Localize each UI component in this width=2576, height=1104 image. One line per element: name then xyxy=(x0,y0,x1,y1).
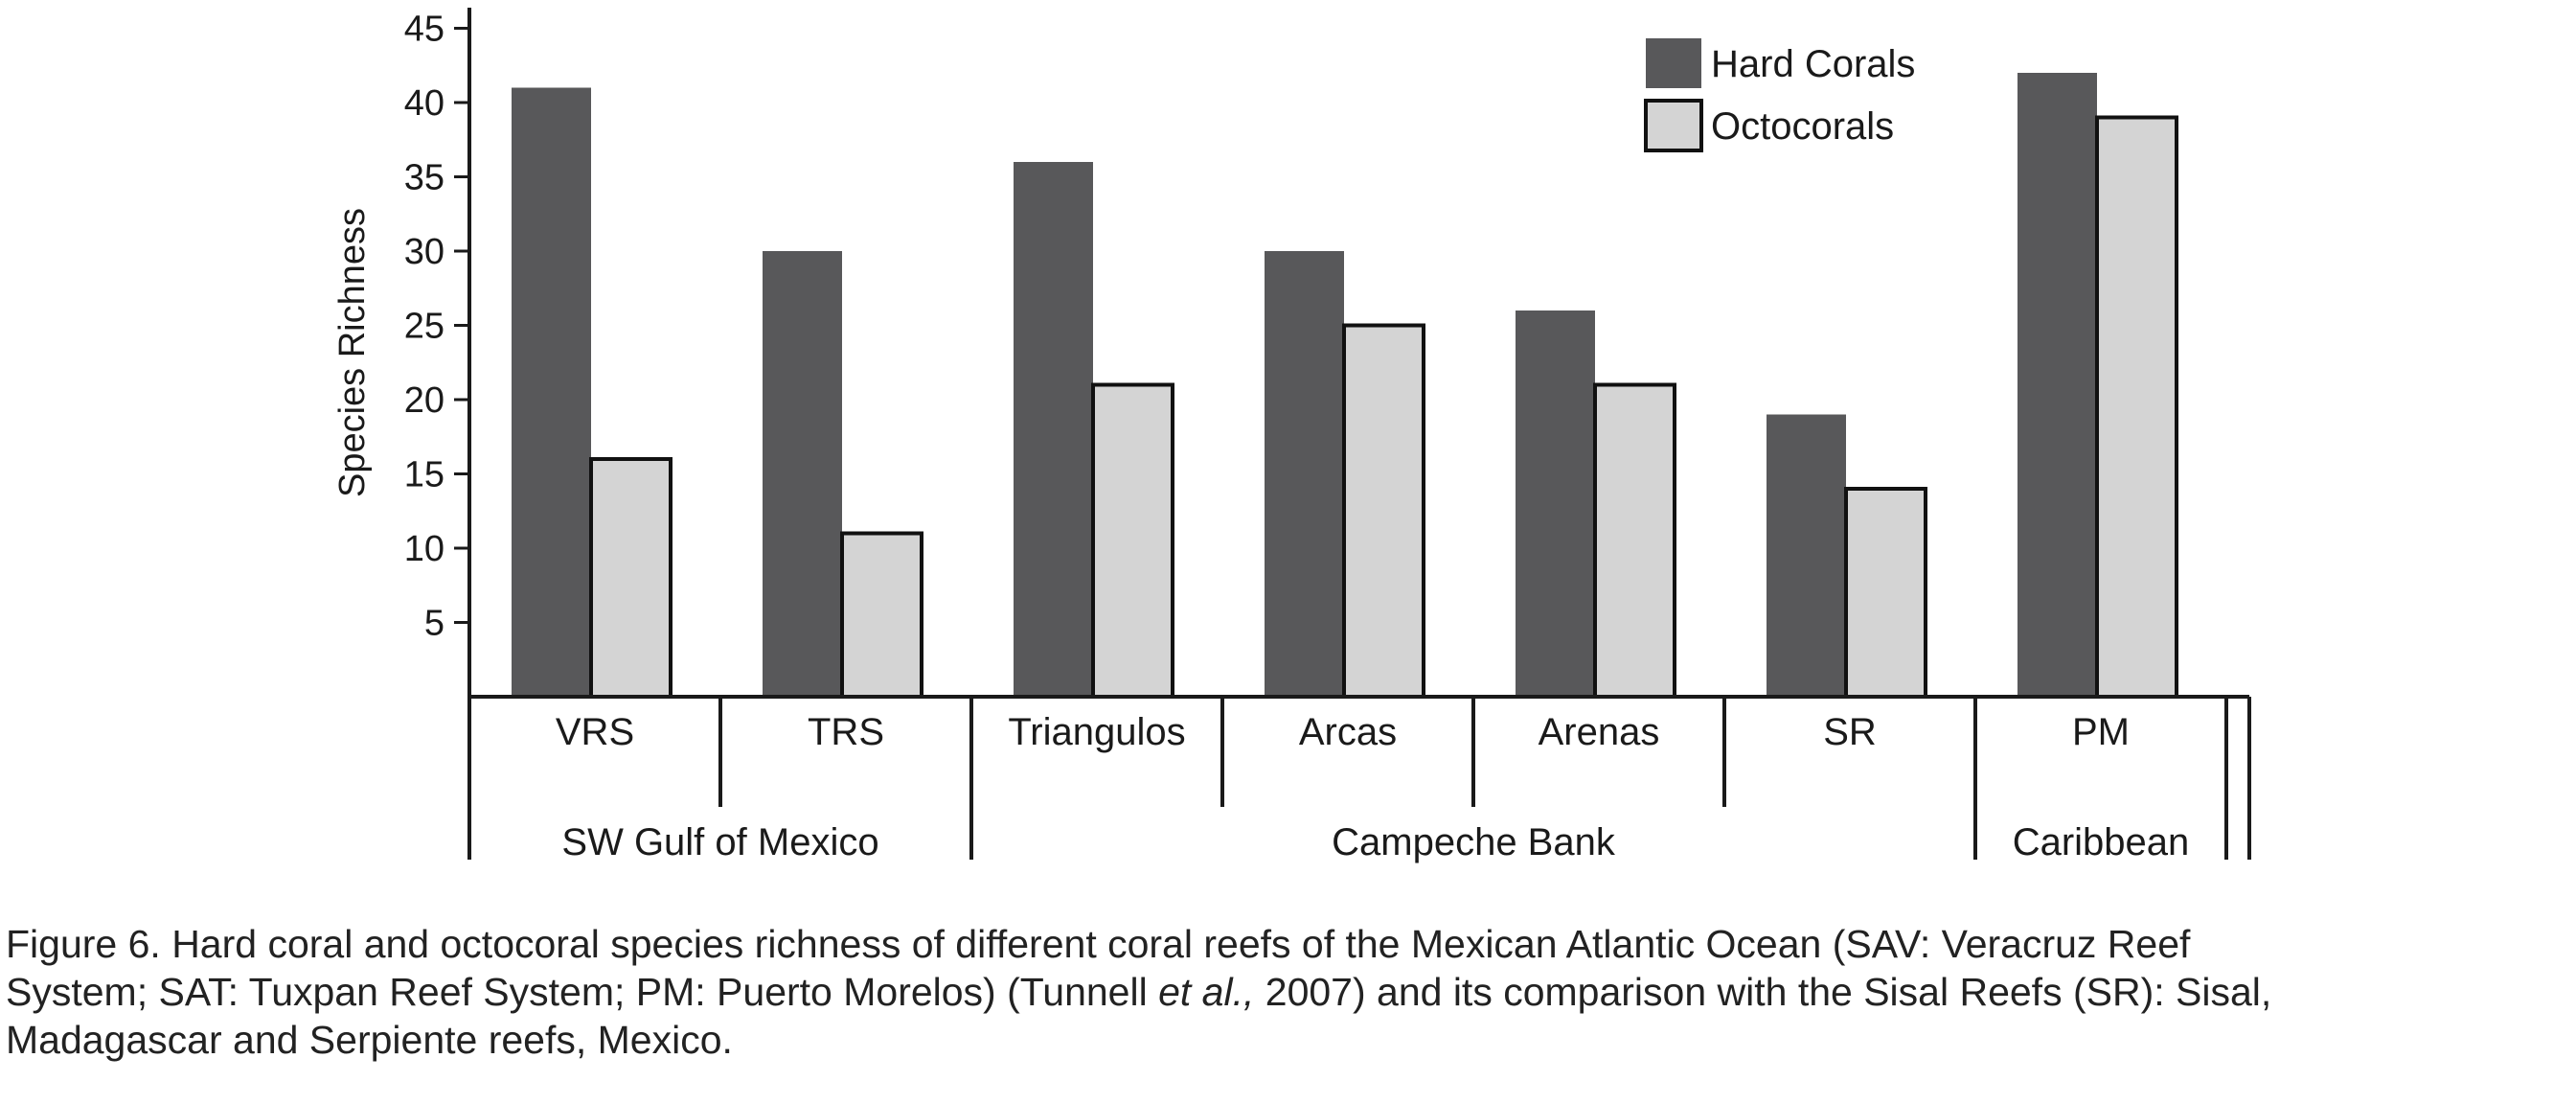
figure-caption: Figure 6. Hard coral and octocoral speci… xyxy=(6,920,2573,1064)
x-category-label: Triangulos xyxy=(1008,711,1185,753)
x-category-label: TRS xyxy=(808,711,884,753)
bar-octocorals-triangulos xyxy=(1091,382,1174,699)
group-label: SW Gulf of Mexico xyxy=(561,821,878,863)
legend: Hard Corals Octocorals xyxy=(1644,38,1915,152)
legend-swatch-octocorals xyxy=(1644,99,1703,152)
bar-hard-corals-triangulos xyxy=(1014,162,1093,697)
caption-line-2-start: System; SAT: Tuxpan Reef System; PM: Pue… xyxy=(6,970,1159,1014)
bar-hard-corals-pm xyxy=(2017,73,2097,697)
bar-octocorals-sr xyxy=(1844,487,1927,699)
caption-line-1: Figure 6. Hard coral and octocoral speci… xyxy=(6,922,2191,966)
bar-octocorals-pm xyxy=(2095,115,2178,699)
y-tick-label: 15 xyxy=(404,455,445,495)
bars xyxy=(512,73,2178,699)
y-tick-label: 30 xyxy=(404,232,445,272)
x-category-label: Arcas xyxy=(1299,711,1397,753)
x-category-label: SR xyxy=(1823,711,1877,753)
bar-chart: 5 10 15 20 25 30 35 40 45 VRS TRS Triangulos Arcas A… xyxy=(332,8,2251,863)
y-tick-label: 5 xyxy=(424,604,445,644)
y-tick-label: 40 xyxy=(404,83,445,124)
bar-octocorals-vrs xyxy=(589,457,672,699)
bar-hard-corals-vrs xyxy=(512,87,591,697)
x-category-label: Arenas xyxy=(1539,711,1660,753)
y-tick-label: 35 xyxy=(404,158,445,198)
bar-hard-corals-arcas xyxy=(1265,251,1344,697)
bar-hard-corals-arenas xyxy=(1516,310,1595,697)
bar-octocorals-arenas xyxy=(1593,382,1676,699)
legend-label: Hard Corals xyxy=(1711,43,1915,85)
legend-swatch-hard-corals xyxy=(1646,38,1701,88)
y-tick-label: 25 xyxy=(404,307,445,347)
bar-hard-corals-trs xyxy=(763,251,842,697)
y-tick-label: 20 xyxy=(404,380,445,421)
x-axis: VRS TRS Triangulos Arcas Arenas SR PM SW Gulf o… xyxy=(467,695,2251,863)
caption-line-3: Madagascar and Serpiente reefs, Mexico. xyxy=(6,1018,733,1062)
bar-octocorals-arcas xyxy=(1342,323,1425,699)
caption-line-2-italic: et al., xyxy=(1158,970,1255,1014)
x-category-label: VRS xyxy=(556,711,634,753)
group-label: Caribbean xyxy=(2013,821,2190,863)
y-tick-label: 45 xyxy=(404,10,445,50)
y-tick-label: 10 xyxy=(404,529,445,569)
caption-line-2: System; SAT: Tuxpan Reef System; PM: Pue… xyxy=(6,968,2573,1016)
legend-label: Octocorals xyxy=(1711,105,1894,148)
y-axis-label: Species Richness xyxy=(332,208,373,497)
bar-octocorals-trs xyxy=(840,531,923,699)
bar-hard-corals-sr xyxy=(1767,414,1846,697)
x-category-label: PM xyxy=(2072,711,2130,753)
group-label: Campeche Bank xyxy=(1332,821,1616,863)
caption-line-2-end: 2007) and its comparison with the Sisal … xyxy=(1254,970,2272,1014)
y-axis: 5 10 15 20 25 30 35 40 45 xyxy=(404,8,471,697)
